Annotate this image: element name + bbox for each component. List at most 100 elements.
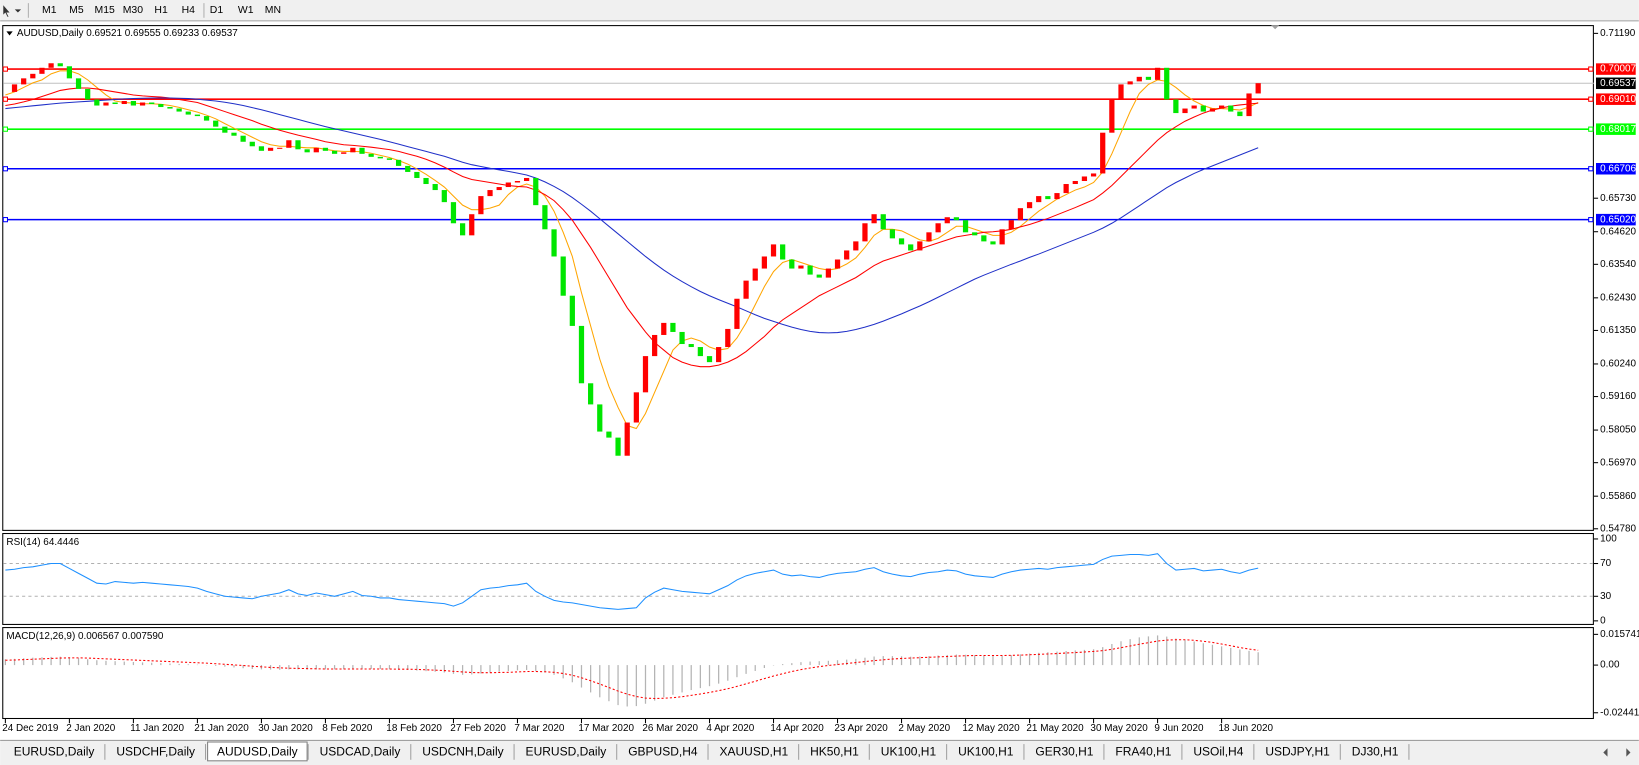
tab-label[interactable]: UK100,H1 xyxy=(958,745,1014,759)
timeframe-button[interactable]: W1 xyxy=(238,5,254,16)
tab-label[interactable]: DJ30,H1 xyxy=(1352,745,1399,759)
timeframe-button[interactable]: H4 xyxy=(182,5,196,16)
x-tick-label: 21 Jan 2020 xyxy=(194,723,249,734)
tab-label[interactable]: AUDUSD,Daily xyxy=(217,745,298,759)
timeframe-button[interactable]: H1 xyxy=(154,5,168,16)
candle xyxy=(770,244,777,257)
tab[interactable] xyxy=(1026,742,1103,761)
tab-scroll-left[interactable] xyxy=(1603,748,1608,757)
tab-label[interactable]: GBPUSD,H4 xyxy=(628,745,698,759)
tab[interactable] xyxy=(1342,742,1408,761)
tab-label[interactable]: USDCAD,Daily xyxy=(320,745,401,759)
candle xyxy=(716,347,722,363)
candle xyxy=(295,140,301,150)
tab-label[interactable]: GER30,H1 xyxy=(1035,745,1093,759)
level-handle xyxy=(1588,96,1594,102)
tab[interactable] xyxy=(4,742,104,761)
candle xyxy=(112,102,118,105)
candle xyxy=(1173,99,1179,114)
candle xyxy=(139,102,146,106)
shift-marker xyxy=(1270,25,1280,30)
x-tick-label: 18 Feb 2020 xyxy=(386,723,442,734)
candle xyxy=(1218,105,1225,109)
tab[interactable] xyxy=(1255,742,1340,761)
candle xyxy=(1127,81,1133,85)
tab[interactable] xyxy=(871,742,946,761)
tab-label[interactable]: XAUUSD,H1 xyxy=(720,745,789,759)
tab-label[interactable]: UK100,H1 xyxy=(881,745,937,759)
candle xyxy=(908,244,914,251)
cursor-icon[interactable] xyxy=(3,5,10,17)
tab[interactable] xyxy=(1106,742,1181,761)
timeframe-button[interactable]: M30 xyxy=(123,5,143,16)
candle xyxy=(1072,181,1078,185)
y-tick-label: 0.65730 xyxy=(1600,193,1636,204)
candle xyxy=(798,265,804,269)
candle xyxy=(743,280,749,299)
candle xyxy=(1081,176,1088,182)
candle xyxy=(386,158,393,160)
candle xyxy=(871,214,877,224)
tab-label[interactable]: FRA40,H1 xyxy=(1115,745,1171,759)
candle xyxy=(341,152,347,154)
y-tick-label: 0.63540 xyxy=(1600,259,1636,270)
candle xyxy=(1246,93,1252,117)
candle xyxy=(149,102,155,105)
y-tick-label: 0.55860 xyxy=(1600,491,1636,502)
candle xyxy=(1154,67,1161,80)
tab-label[interactable]: USDCNH,Daily xyxy=(422,745,503,759)
x-tick-label: 18 Jun 2020 xyxy=(1218,723,1273,734)
tab-scroll-right[interactable] xyxy=(1626,748,1631,757)
tab-label[interactable]: USOil,H4 xyxy=(1193,745,1243,759)
collapse-icon[interactable] xyxy=(6,31,13,36)
level-handle xyxy=(2,96,8,102)
tab[interactable] xyxy=(710,742,798,761)
timeframe-button[interactable]: M15 xyxy=(95,5,115,16)
tab[interactable] xyxy=(106,742,205,761)
candle xyxy=(697,347,703,357)
level-label-box xyxy=(1595,123,1636,135)
tab-label[interactable]: EURUSD,Daily xyxy=(14,745,95,759)
candle xyxy=(597,404,603,432)
tab-label[interactable]: EURUSD,Daily xyxy=(526,745,607,759)
timeframe-button[interactable]: MN xyxy=(265,5,281,16)
tab[interactable] xyxy=(516,742,616,761)
candle xyxy=(1026,202,1033,209)
candle xyxy=(1191,105,1197,109)
timeframe-button[interactable]: M1 xyxy=(42,5,57,16)
timeframe-button[interactable]: M5 xyxy=(69,5,84,16)
dropdown-icon[interactable] xyxy=(14,9,22,13)
candle xyxy=(405,165,411,172)
candle xyxy=(825,268,831,278)
x-tick-label: 27 Feb 2020 xyxy=(450,723,506,734)
candle xyxy=(240,135,246,142)
candle xyxy=(999,229,1005,245)
candle xyxy=(542,205,548,230)
tab-label[interactable]: USDJPY,H1 xyxy=(1265,745,1330,759)
candle xyxy=(267,147,274,151)
tab[interactable] xyxy=(1183,742,1253,761)
level-label: 0.70007 xyxy=(1600,64,1636,75)
tab[interactable] xyxy=(207,741,308,762)
tab-label[interactable]: HK50,H1 xyxy=(810,745,859,759)
candle xyxy=(679,331,685,345)
tab[interactable] xyxy=(948,742,1023,761)
tab-label[interactable]: USDCHF,Daily xyxy=(116,745,195,759)
tab[interactable] xyxy=(412,742,514,761)
candle xyxy=(917,241,923,251)
candle xyxy=(1182,108,1188,114)
tab[interactable] xyxy=(800,742,869,761)
tab[interactable] xyxy=(618,742,707,761)
candle xyxy=(1145,76,1152,80)
level-handle xyxy=(1588,166,1594,172)
candle xyxy=(1228,105,1234,112)
candle xyxy=(85,88,91,100)
candle xyxy=(533,177,539,206)
x-tick-label: 21 May 2020 xyxy=(1026,723,1084,734)
tab[interactable] xyxy=(310,742,410,761)
candle xyxy=(688,344,694,348)
y-tick-label: 30 xyxy=(1600,591,1612,602)
x-tick-label: 30 Jan 2020 xyxy=(258,723,313,734)
candle xyxy=(962,220,969,233)
timeframe-button[interactable]: D1 xyxy=(210,5,224,16)
